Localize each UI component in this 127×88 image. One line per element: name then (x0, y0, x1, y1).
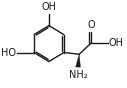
Text: O: O (87, 20, 95, 30)
Text: OH: OH (41, 2, 56, 12)
Text: HO: HO (1, 48, 16, 58)
Polygon shape (76, 54, 80, 67)
Text: OH: OH (109, 38, 124, 48)
Text: NH₂: NH₂ (69, 70, 87, 80)
